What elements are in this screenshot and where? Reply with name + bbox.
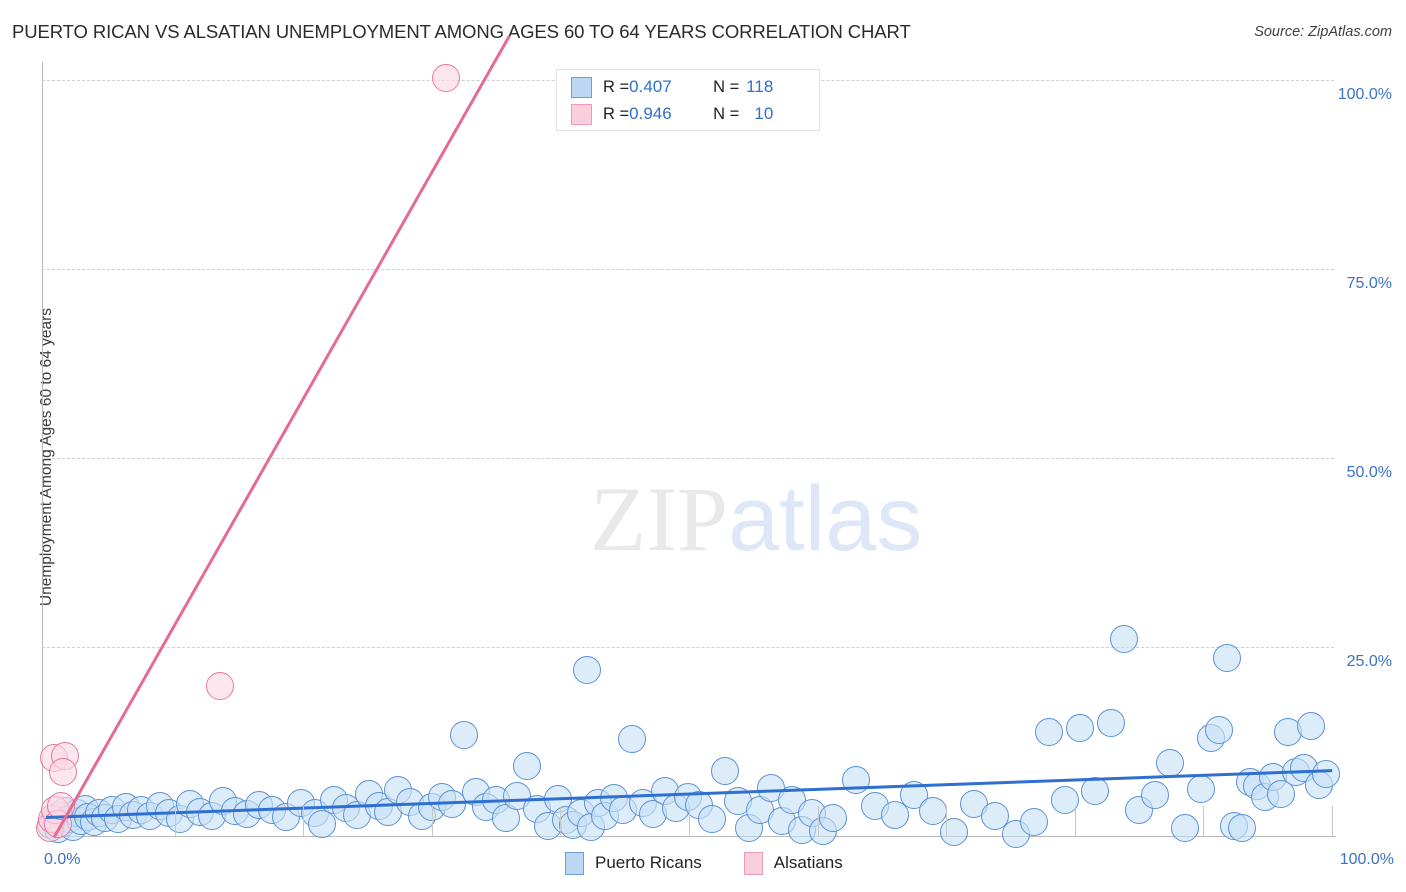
gridline (42, 647, 1334, 648)
data-point[interactable] (1204, 716, 1233, 745)
data-point[interactable] (1096, 708, 1125, 737)
plot-area: ZIPatlas (35, 35, 1340, 848)
x-axis-min-label: 0.0% (44, 851, 81, 868)
data-point[interactable] (900, 781, 929, 810)
n-value-0: 118 (746, 77, 774, 96)
series-label-alsatians: Alsatians (773, 853, 843, 872)
data-point[interactable] (1140, 781, 1169, 810)
trendline-alsatians (52, 35, 511, 839)
x-axis-tick (560, 806, 562, 836)
data-point[interactable] (374, 797, 403, 826)
watermark: ZIPatlas (590, 466, 922, 572)
legend-swatch-puerto-ricans (571, 76, 592, 98)
data-point[interactable] (1212, 644, 1241, 673)
data-point[interactable] (1171, 813, 1200, 842)
source-attribution: Source: ZipAtlas.com (1254, 24, 1392, 40)
data-point[interactable] (1227, 814, 1256, 843)
stat-row: R = 0.946 N = 10 (571, 101, 773, 127)
data-point[interactable] (1155, 749, 1184, 778)
data-point[interactable] (919, 797, 948, 826)
x-axis-tick (1332, 806, 1333, 836)
x-axis-tick (689, 806, 690, 836)
r-label-0: R = (603, 77, 630, 96)
data-point[interactable] (1297, 711, 1326, 740)
n-value-1: 10 (754, 104, 774, 123)
r-label-1: R = (603, 104, 630, 123)
x-axis-tick (303, 806, 305, 836)
data-point[interactable] (205, 672, 234, 701)
data-point[interactable] (1019, 807, 1048, 836)
legend-swatch-alsatians (571, 103, 592, 125)
x-axis-max-label: 100.0% (1339, 851, 1394, 868)
series-legend-item-puerto-ricans[interactable]: Puerto Ricans (565, 851, 702, 875)
x-axis-tick (817, 806, 819, 836)
series-swatch-puerto-ricans (565, 851, 584, 875)
series-legend: Puerto Ricans Alsatians (565, 849, 885, 877)
data-point[interactable] (512, 752, 541, 781)
statistics-legend: R = 0.407 N = 118 R = 0.946 N = 10 (556, 69, 820, 131)
data-point[interactable] (1050, 785, 1079, 814)
series-legend-item-alsatians[interactable]: Alsatians (743, 851, 843, 875)
y-axis-line (42, 62, 43, 836)
data-point[interactable] (48, 758, 77, 787)
r-value-1: 0.946 (629, 104, 672, 123)
data-point[interactable] (449, 720, 478, 749)
x-axis-tick (946, 806, 948, 836)
data-point[interactable] (1109, 625, 1138, 654)
n-label-0: N = (713, 77, 740, 96)
series-label-puerto-ricans: Puerto Ricans (595, 853, 702, 872)
y-axis-tick-label: 100.0% (1337, 86, 1392, 103)
y-axis-tick-label: 75.0% (1346, 275, 1392, 292)
data-point[interactable] (1035, 718, 1064, 747)
watermark-atlas: atlas (728, 468, 923, 570)
data-point[interactable] (308, 809, 337, 838)
data-point[interactable] (1081, 776, 1110, 805)
n-label-1: N = (713, 104, 740, 123)
gridline (42, 269, 1334, 270)
stat-row: R = 0.407 N = 118 (571, 74, 773, 100)
data-point[interactable] (819, 803, 848, 832)
data-point[interactable] (618, 725, 647, 754)
data-point[interactable] (1065, 713, 1094, 742)
data-point[interactable] (431, 64, 460, 93)
data-point[interactable] (939, 818, 968, 847)
data-point[interactable] (1186, 775, 1215, 804)
data-point[interactable] (1311, 760, 1340, 788)
r-value-0: 0.407 (629, 77, 672, 96)
data-point[interactable] (47, 791, 76, 820)
y-axis-tick-label: 50.0% (1346, 464, 1392, 481)
x-axis-tick (1074, 806, 1076, 836)
x-axis-tick (1203, 806, 1205, 836)
gridline (42, 458, 1334, 459)
x-axis-line (42, 836, 1336, 837)
watermark-zip: ZIP (590, 468, 728, 570)
data-point[interactable] (573, 655, 602, 684)
data-point[interactable] (842, 766, 871, 795)
data-point[interactable] (698, 804, 727, 833)
page-title: PUERTO RICAN VS ALSATIAN UNEMPLOYMENT AM… (12, 21, 911, 42)
x-axis-tick (174, 806, 176, 836)
series-swatch-alsatians (743, 851, 763, 875)
data-point[interactable] (711, 756, 739, 785)
x-axis-tick (431, 806, 433, 836)
y-axis-tick-label: 25.0% (1346, 653, 1392, 670)
